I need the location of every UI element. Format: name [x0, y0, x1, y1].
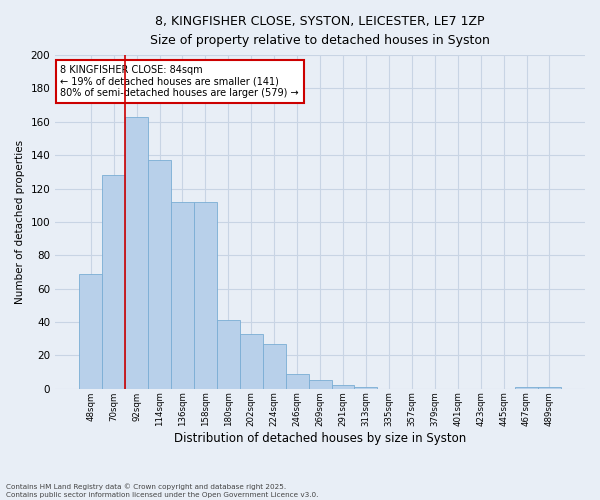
Bar — [102, 175, 125, 389]
Bar — [125, 117, 148, 389]
Bar — [538, 387, 561, 389]
Bar — [286, 374, 308, 389]
Bar — [217, 320, 240, 389]
Bar — [355, 387, 377, 389]
Text: 8 KINGFISHER CLOSE: 84sqm
← 19% of detached houses are smaller (141)
80% of semi: 8 KINGFISHER CLOSE: 84sqm ← 19% of detac… — [61, 65, 299, 98]
Bar — [263, 344, 286, 389]
Bar — [515, 387, 538, 389]
X-axis label: Distribution of detached houses by size in Syston: Distribution of detached houses by size … — [174, 432, 466, 445]
Title: 8, KINGFISHER CLOSE, SYSTON, LEICESTER, LE7 1ZP
Size of property relative to det: 8, KINGFISHER CLOSE, SYSTON, LEICESTER, … — [150, 15, 490, 47]
Y-axis label: Number of detached properties: Number of detached properties — [15, 140, 25, 304]
Bar — [79, 274, 102, 389]
Bar — [308, 380, 332, 389]
Bar — [171, 202, 194, 389]
Bar — [148, 160, 171, 389]
Text: Contains HM Land Registry data © Crown copyright and database right 2025.
Contai: Contains HM Land Registry data © Crown c… — [6, 484, 319, 498]
Bar — [332, 386, 355, 389]
Bar — [240, 334, 263, 389]
Bar — [194, 202, 217, 389]
